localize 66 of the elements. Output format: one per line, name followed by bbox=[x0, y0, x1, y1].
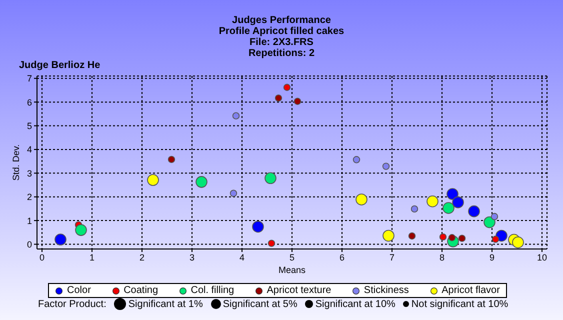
point bbox=[54, 234, 66, 246]
point bbox=[452, 196, 464, 208]
text: Significant at 1% bbox=[127, 298, 203, 310]
x-tick-label: 0 bbox=[39, 252, 45, 262]
x-axis-title: Means bbox=[278, 265, 306, 275]
legend-label: Coating bbox=[122, 285, 158, 296]
point bbox=[490, 212, 498, 220]
point bbox=[168, 156, 176, 164]
x-tick-label: 8 bbox=[439, 252, 445, 262]
point bbox=[439, 233, 447, 241]
legend-label: Apricot texture bbox=[266, 285, 332, 296]
legend-label: Color bbox=[66, 285, 91, 296]
y-tick-label: 6 bbox=[26, 97, 32, 108]
point bbox=[352, 156, 360, 164]
x-tick-label: 3 bbox=[189, 252, 195, 262]
x-tick-label: 1 bbox=[89, 252, 95, 262]
point bbox=[426, 195, 438, 208]
point bbox=[230, 190, 238, 197]
x-tick-label: 7 bbox=[389, 252, 395, 262]
point bbox=[382, 230, 394, 242]
legend-label: Apricot flavor bbox=[440, 285, 500, 296]
point bbox=[283, 84, 291, 91]
chart-subtitle: Profile Apricot filled cakes File: 2X3.FRS Repetitions: 2 bbox=[218, 26, 346, 59]
point bbox=[512, 236, 524, 248]
y-tick-label: 5 bbox=[26, 120, 32, 131]
point bbox=[232, 112, 240, 120]
legend-label: Stickiness bbox=[362, 285, 409, 296]
point bbox=[468, 205, 480, 218]
point bbox=[496, 230, 508, 242]
y-tick-label: 1 bbox=[26, 216, 32, 226]
text: Factor Product: bbox=[38, 298, 106, 310]
y-tick-label: 4 bbox=[26, 144, 32, 155]
y-tick-label: 0 bbox=[26, 239, 32, 250]
point bbox=[410, 205, 418, 213]
point bbox=[268, 240, 276, 247]
point bbox=[442, 202, 454, 214]
point bbox=[75, 224, 87, 236]
x-tick-label: 4 bbox=[239, 252, 245, 262]
point bbox=[147, 174, 159, 186]
point bbox=[446, 188, 458, 200]
y-tick-label: 7 bbox=[26, 74, 32, 84]
x-tick-label: 2 bbox=[139, 252, 145, 262]
text: Judge Berlioz He bbox=[19, 60, 100, 71]
x-tick-label: 5 bbox=[289, 252, 295, 262]
point bbox=[484, 216, 496, 228]
point bbox=[294, 98, 302, 105]
text: Significant at 5% bbox=[222, 298, 298, 310]
y-tick-label: 2 bbox=[26, 192, 32, 202]
y-tick-label: 3 bbox=[26, 168, 32, 178]
point bbox=[408, 232, 416, 240]
point bbox=[356, 194, 368, 206]
point bbox=[458, 234, 466, 242]
x-tick-label: 9 bbox=[489, 252, 495, 262]
x-tick-label: 10 bbox=[536, 252, 548, 262]
y-axis-title: Std. Dev. bbox=[11, 144, 22, 181]
legend-label: Col. filling bbox=[190, 285, 234, 296]
x-tick-label: 6 bbox=[339, 252, 345, 262]
point bbox=[274, 94, 282, 102]
chart-title: Judges Performance bbox=[231, 15, 332, 26]
point bbox=[382, 162, 390, 170]
point bbox=[252, 220, 264, 233]
point bbox=[492, 236, 500, 243]
text: Significant at 10% bbox=[314, 298, 396, 310]
text: Not significant at 10% bbox=[410, 298, 508, 310]
point bbox=[264, 172, 276, 184]
point bbox=[196, 176, 208, 188]
